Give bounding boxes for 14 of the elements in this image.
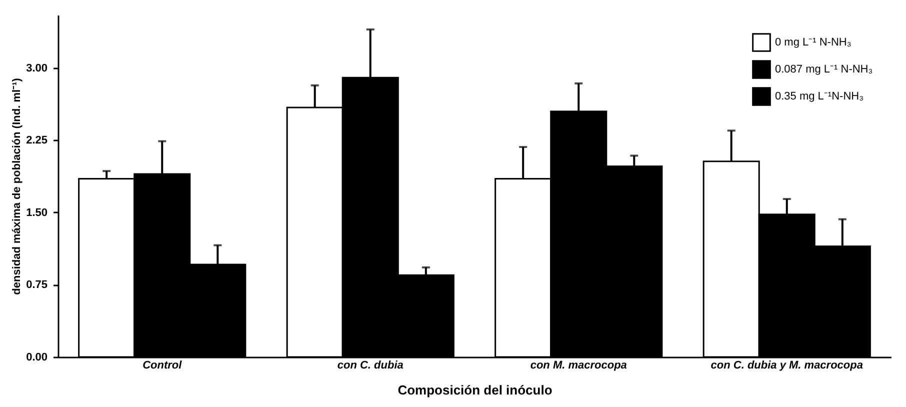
y-tick-label: 1.50 [26,206,48,219]
y-tick-label: 3.00 [26,62,48,74]
x-tick-label: con M. macrocopa [530,360,627,372]
y-tick-label: 0.75 [26,279,48,292]
x-tick-label: Control [142,360,183,372]
legend-label: 0 mg L⁻¹ N-NH₃ [775,36,852,48]
y-tick-label: 0.00 [26,352,48,364]
x-axis-title: Composición del inóculo [398,382,552,398]
y-tick-label: 2.25 [26,134,48,147]
legend-label: 0.087 mg L⁻¹ N-NH₃ [775,64,873,76]
y-axis-title: densidad máxima de población (Ind. ml⁻¹) [11,78,24,295]
x-tick-label: con C. dubia [337,360,404,372]
legend-label: 0.35 mg L⁻¹N-NH₃ [775,90,864,102]
x-tick-label: con C. dubia y M. macrocopa [710,360,863,372]
